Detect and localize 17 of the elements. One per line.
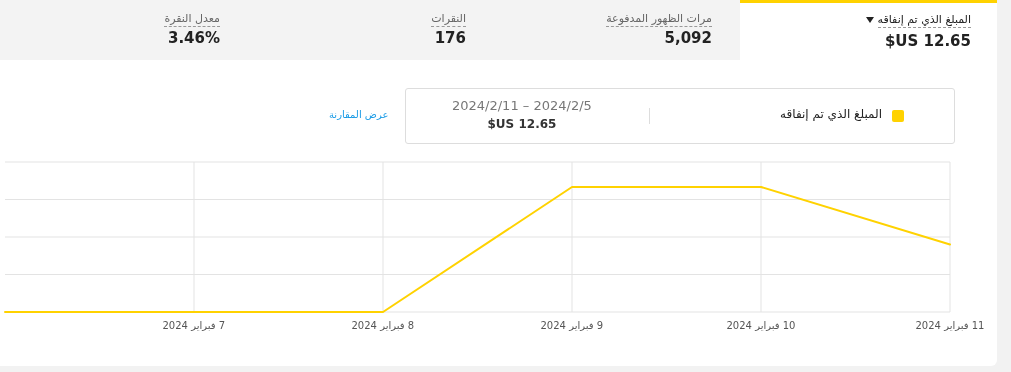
x-tick-label: 7 فبراير 2024	[162, 320, 226, 331]
x-tick-label: 11 فبراير 2024	[915, 320, 985, 331]
text: 12.65 US$	[487, 117, 557, 131]
text: عرض المقارنة	[329, 109, 389, 120]
x-tick-label: 9 فبراير 2024	[540, 320, 604, 331]
text: 2024/2/5 – 2024/2/11	[452, 98, 592, 113]
x-tick-label: 8 فبراير 2024	[351, 320, 415, 331]
text: معدل النقرة	[164, 11, 220, 27]
text: 3.46%	[167, 29, 220, 47]
text: 12.65 US$	[884, 32, 971, 50]
text: مرات الظهور المدفوعة	[606, 11, 712, 27]
x-tick-label: 10 فبراير 2024	[726, 320, 796, 331]
text: المبلغ الذي تم إنفاقه	[877, 12, 971, 28]
text: 5,092	[664, 29, 712, 47]
text: 176	[434, 29, 466, 47]
text: النقرات	[431, 11, 466, 27]
legend-label: المبلغ الذي تم إنفاقه	[780, 107, 882, 121]
